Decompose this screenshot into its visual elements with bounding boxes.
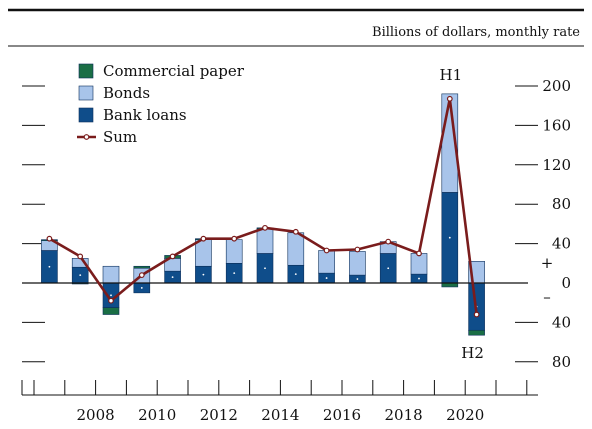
sum-point (231, 235, 238, 242)
bar-center-dot (418, 277, 420, 280)
sum-point (46, 235, 53, 242)
bar-center-dot (264, 267, 266, 270)
bar-center-dot (387, 267, 390, 270)
sum-point (200, 235, 207, 242)
sum-point (169, 253, 176, 260)
sum-point (416, 250, 422, 257)
sum-point (77, 253, 84, 260)
sum-point (385, 238, 392, 245)
x-tick-label: 2012 (200, 406, 238, 424)
bar-center-dot (110, 294, 112, 297)
bar-bonds (318, 250, 335, 274)
legend-label-commercial-paper: Commercial paper (103, 62, 245, 80)
bar-center-dot (140, 287, 143, 289)
x-tick-label: 2018 (385, 406, 423, 424)
bar-bonds (287, 232, 305, 266)
x-tick-label: 2010 (138, 406, 176, 424)
x-tick-label: 2014 (261, 406, 299, 424)
annotation-h1: H1 (439, 66, 462, 84)
bar-center-dot (448, 236, 451, 239)
legend: Commercial paper Bonds Bank loans Sum (77, 62, 245, 146)
legend-marker-sum (83, 134, 90, 140)
sum-point (292, 228, 299, 235)
bar-center-dot (325, 277, 328, 279)
x-tick-label: 2016 (323, 406, 361, 424)
bar-commercial-paper (468, 329, 485, 336)
sign-plus-label: + (541, 254, 554, 272)
bar-commercial-paper (133, 265, 151, 269)
bar-bonds (225, 239, 243, 264)
y-tick-label: 80 (552, 195, 571, 213)
bar-commercial-paper (102, 307, 120, 315)
sum-series (46, 95, 480, 318)
sum-point (108, 297, 114, 304)
y-tick-label: 160 (542, 116, 571, 134)
bar-center-dot (171, 276, 174, 278)
legend-label-sum: Sum (103, 128, 137, 146)
x-tick-label: 2008 (77, 406, 115, 424)
sign-minus-label: – (543, 288, 551, 306)
y-axis-right-ticks (515, 85, 538, 363)
bar-bonds (410, 253, 428, 275)
bar-bonds (256, 228, 274, 254)
bar-center-dot (294, 273, 297, 276)
legend-swatch-commercial-paper (78, 63, 94, 79)
y-tick-label: 200 (542, 77, 571, 95)
sum-point (138, 272, 145, 279)
bar-center-dot (48, 265, 51, 268)
legend-swatch-bonds (78, 85, 94, 101)
sum-point (446, 95, 453, 102)
x-tick-label: 2020 (446, 406, 484, 424)
bar-center-dot (202, 273, 205, 276)
y-tick-label: 80 (552, 353, 571, 371)
bar-center-dot (233, 272, 236, 275)
unit-label: Billions of dollars, monthly rate (372, 25, 580, 40)
sum-point (262, 224, 268, 231)
y-tick-label: 40 (552, 313, 571, 331)
y-tick-label: 120 (542, 156, 571, 174)
sum-point (473, 311, 480, 318)
annotation-h2: H2 (461, 344, 484, 362)
y-axis-left-ticks (22, 85, 45, 363)
bar-bonds (102, 265, 120, 284)
y-axis-labels: 200 160 120 80 40 0 40 80 (542, 77, 571, 371)
bar-center-dot (79, 274, 82, 277)
legend-swatch-bank-loans (78, 107, 94, 123)
legend-label-bonds: Bonds (103, 84, 150, 102)
bar-center-dot (356, 278, 359, 280)
annotations: H1 H2 (439, 66, 483, 362)
bar-bonds (349, 251, 366, 276)
bar-bonds (195, 239, 212, 267)
y-tick-label: 0 (561, 274, 571, 292)
y-tick-label: 40 (552, 235, 571, 253)
x-axis: 2008 2010 2012 2014 2016 2018 2020 (21, 380, 538, 424)
legend-label-bank-loans: Bank loans (103, 106, 187, 124)
sum-point (323, 247, 330, 254)
sum-point (354, 246, 361, 253)
